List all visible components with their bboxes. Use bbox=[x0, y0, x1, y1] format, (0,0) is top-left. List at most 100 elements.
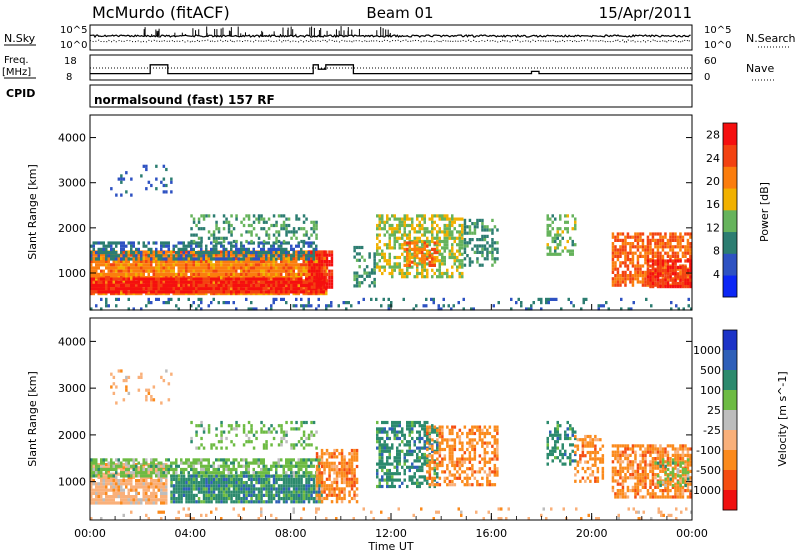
heatmap-cell bbox=[210, 484, 213, 487]
heatmap-cell bbox=[105, 498, 108, 501]
heatmap-cell bbox=[270, 497, 273, 500]
heatmap-cell bbox=[664, 242, 667, 245]
heatmap-cell bbox=[93, 482, 96, 485]
heatmap-cell bbox=[153, 290, 156, 293]
heatmap-cell bbox=[622, 242, 625, 245]
heatmap-cell bbox=[170, 298, 173, 301]
heatmap-cell bbox=[265, 263, 268, 266]
heatmap-cell bbox=[153, 284, 156, 287]
heatmap-cell bbox=[331, 263, 334, 266]
heatmap-cell bbox=[313, 270, 316, 273]
heatmap-cell bbox=[110, 498, 113, 501]
heatmap-cell bbox=[198, 270, 201, 273]
heatmap-cell bbox=[223, 284, 226, 287]
power-colorbar-swatch bbox=[723, 188, 737, 210]
heatmap-cell bbox=[672, 266, 675, 269]
heatmap-cell bbox=[315, 227, 318, 230]
heatmap-cell bbox=[113, 257, 116, 260]
heatmap-cell bbox=[103, 245, 106, 248]
heatmap-cell bbox=[268, 218, 271, 221]
heatmap-cell bbox=[315, 290, 318, 293]
heatmap-cell bbox=[118, 266, 121, 269]
heatmap-cell bbox=[230, 475, 233, 478]
heatmap-cell bbox=[173, 475, 176, 478]
heatmap-cell bbox=[223, 221, 226, 224]
heatmap-cell bbox=[258, 494, 261, 497]
heatmap-cell bbox=[627, 252, 630, 255]
heatmap-cell bbox=[228, 278, 231, 281]
heatmap-cell bbox=[228, 270, 231, 273]
heatmap-cell bbox=[258, 284, 261, 287]
heatmap-cell bbox=[308, 273, 311, 276]
heatmap-cell bbox=[288, 478, 291, 481]
heatmap-cell bbox=[175, 290, 178, 293]
heatmap-cell bbox=[290, 278, 293, 281]
heatmap-cell bbox=[120, 284, 123, 287]
heatmap-cell bbox=[667, 272, 670, 275]
heatmap-cell bbox=[248, 257, 251, 260]
heatmap-cell bbox=[150, 498, 153, 501]
heatmap-cell bbox=[275, 468, 278, 471]
heatmap-cell bbox=[684, 279, 687, 282]
heatmap-cell bbox=[195, 471, 198, 474]
heatmap-cell bbox=[165, 184, 168, 187]
heatmap-cell bbox=[173, 491, 176, 494]
heatmap-cell bbox=[300, 298, 303, 301]
heatmap-cell bbox=[305, 234, 308, 237]
heatmap-cell bbox=[479, 264, 482, 267]
heatmap-cell bbox=[391, 227, 394, 230]
heatmap-cell bbox=[429, 243, 432, 246]
heatmap-cell bbox=[253, 287, 256, 290]
heatmap-cell bbox=[123, 241, 126, 244]
heatmap-cell bbox=[461, 253, 464, 256]
heatmap-cell bbox=[203, 474, 206, 477]
heatmap-cell bbox=[245, 290, 248, 293]
heatmap-cell bbox=[270, 276, 273, 279]
heatmap-cell bbox=[108, 489, 111, 492]
heatmap-cell bbox=[682, 245, 685, 248]
heatmap-cell bbox=[100, 479, 103, 482]
heatmap-cell bbox=[316, 282, 319, 285]
heatmap-cell bbox=[165, 489, 168, 492]
heatmap-cell bbox=[391, 224, 394, 227]
heatmap-cell bbox=[215, 270, 218, 273]
heatmap-cell bbox=[95, 290, 98, 293]
heatmap-cell bbox=[331, 250, 334, 253]
heatmap-cell bbox=[163, 263, 166, 266]
heatmap-cell bbox=[315, 237, 318, 240]
heatmap-cell bbox=[409, 234, 412, 237]
heatmap-cell bbox=[520, 304, 523, 307]
velocity-heatmap-cells bbox=[90, 369, 693, 520]
heatmap-cell bbox=[461, 243, 464, 246]
heatmap-cell bbox=[185, 484, 188, 487]
heatmap-cell bbox=[552, 221, 555, 224]
heatmap-cell bbox=[210, 471, 213, 474]
heatmap-cell bbox=[213, 298, 216, 301]
heatmap-cell bbox=[110, 263, 113, 266]
heatmap-cell bbox=[409, 230, 412, 233]
heatmap-cell bbox=[253, 270, 256, 273]
heatmap-cell bbox=[163, 241, 166, 244]
heatmap-cell bbox=[178, 298, 181, 301]
heatmap-cell bbox=[198, 241, 201, 244]
heatmap-cell bbox=[464, 248, 467, 251]
heatmap-cell bbox=[153, 458, 156, 461]
heatmap-cell bbox=[268, 234, 271, 237]
heatmap-cell bbox=[153, 241, 156, 244]
heatmap-cell bbox=[228, 241, 231, 244]
heatmap-cell bbox=[113, 241, 116, 244]
heatmap-cell bbox=[218, 458, 221, 461]
heatmap-cell bbox=[290, 287, 293, 290]
heatmap-cell bbox=[233, 301, 236, 304]
heatmap-cell bbox=[278, 494, 281, 497]
heatmap-cell bbox=[108, 254, 111, 257]
heatmap-cell bbox=[664, 259, 667, 262]
heatmap-cell bbox=[128, 474, 131, 477]
power-colorbar-tick: 28 bbox=[706, 129, 720, 142]
heatmap-cell bbox=[263, 221, 266, 224]
heatmap-cell bbox=[128, 250, 131, 253]
heatmap-cell bbox=[150, 479, 153, 482]
heatmap-cell bbox=[213, 237, 216, 240]
heatmap-cell bbox=[564, 246, 567, 249]
heatmap-cell bbox=[363, 259, 366, 262]
